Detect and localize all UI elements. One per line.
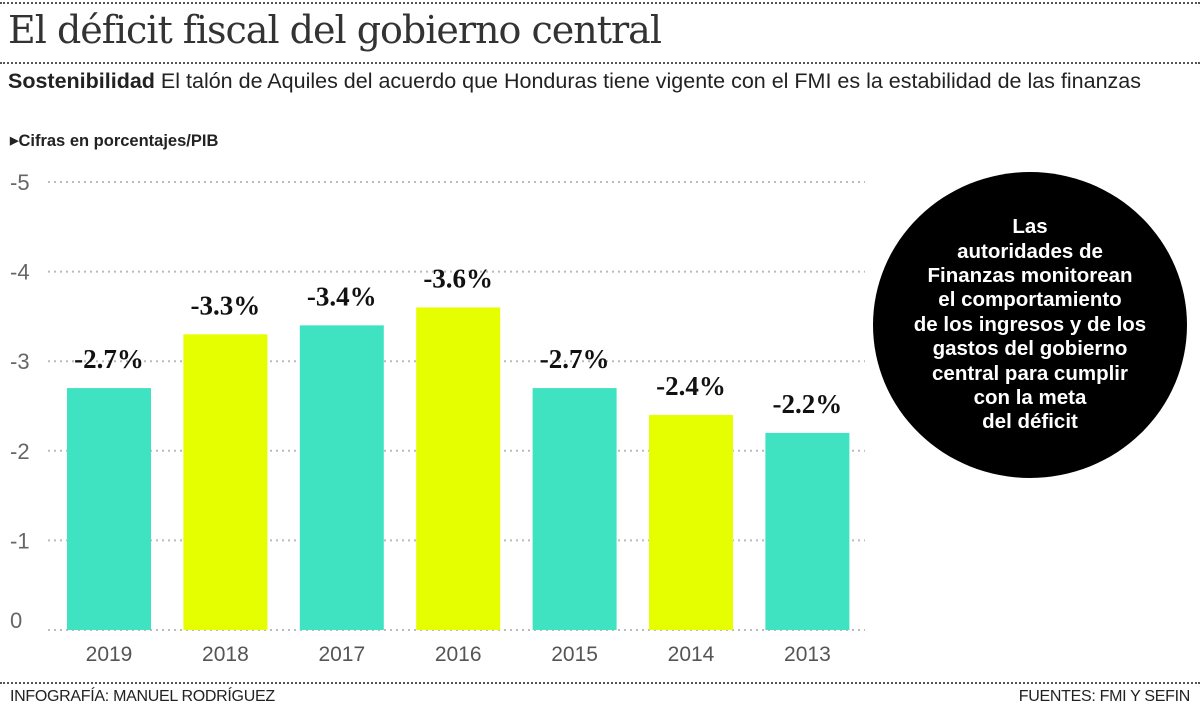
y-tick-label: -1 <box>10 528 30 553</box>
y-tick-label: -5 <box>10 170 30 195</box>
page-title: El déficit fiscal del gobierno central <box>8 8 662 52</box>
data-label: -3.3% <box>191 290 261 320</box>
subtitle-lead: Sostenibilidad <box>8 69 155 93</box>
data-label: -2.7% <box>540 344 610 374</box>
y-tick-label: 0 <box>10 608 22 633</box>
callout-bubble: Las autoridades de Finanzas monitorean e… <box>873 172 1187 478</box>
y-tick-label: -4 <box>10 260 30 285</box>
title-divider <box>0 62 1200 64</box>
bar-2017 <box>299 325 384 630</box>
data-label: -2.2% <box>773 389 843 419</box>
y-tick-label: -3 <box>10 349 30 374</box>
footer-divider <box>0 682 1200 684</box>
bar-2013 <box>765 432 850 630</box>
data-label: -3.6% <box>423 263 493 293</box>
data-label: -3.4% <box>307 281 377 311</box>
x-tick-label: 2013 <box>784 643 831 666</box>
x-tick-label: 2018 <box>202 643 249 666</box>
y-tick-label: -2 <box>10 439 30 464</box>
bar-2016 <box>416 307 501 630</box>
bar-2019 <box>67 388 151 630</box>
bar-2014 <box>649 414 733 630</box>
callout-text: Las autoridades de Finanzas monitorean e… <box>913 215 1147 434</box>
x-tick-label: 2014 <box>668 643 715 666</box>
data-label: -2.4% <box>656 371 726 401</box>
top-divider <box>0 2 1200 4</box>
x-tick-label: 2015 <box>551 643 598 666</box>
x-tick-label: 2016 <box>435 643 482 666</box>
subtitle: Sostenibilidad El talón de Aquiles del a… <box>8 68 1193 95</box>
credit: INFOGRAFÍA: MANUEL RODRÍGUEZ <box>10 688 275 705</box>
units-text: Cifras en porcentajes/PIB <box>18 132 219 150</box>
triangle-bullet-icon: ▶ <box>10 135 19 147</box>
bar-2015 <box>532 388 617 630</box>
x-tick-label: 2017 <box>318 643 365 666</box>
bar-2018 <box>183 334 268 630</box>
sources: FUENTES: FMI Y SEFIN <box>1018 688 1191 705</box>
units-note: ▶Cifras en porcentajes/PIB <box>10 132 218 151</box>
subtitle-text: El talón de Aquiles del acuerdo que Hond… <box>160 69 1141 93</box>
x-tick-label: 2019 <box>86 643 133 666</box>
data-label: -2.7% <box>74 344 144 374</box>
